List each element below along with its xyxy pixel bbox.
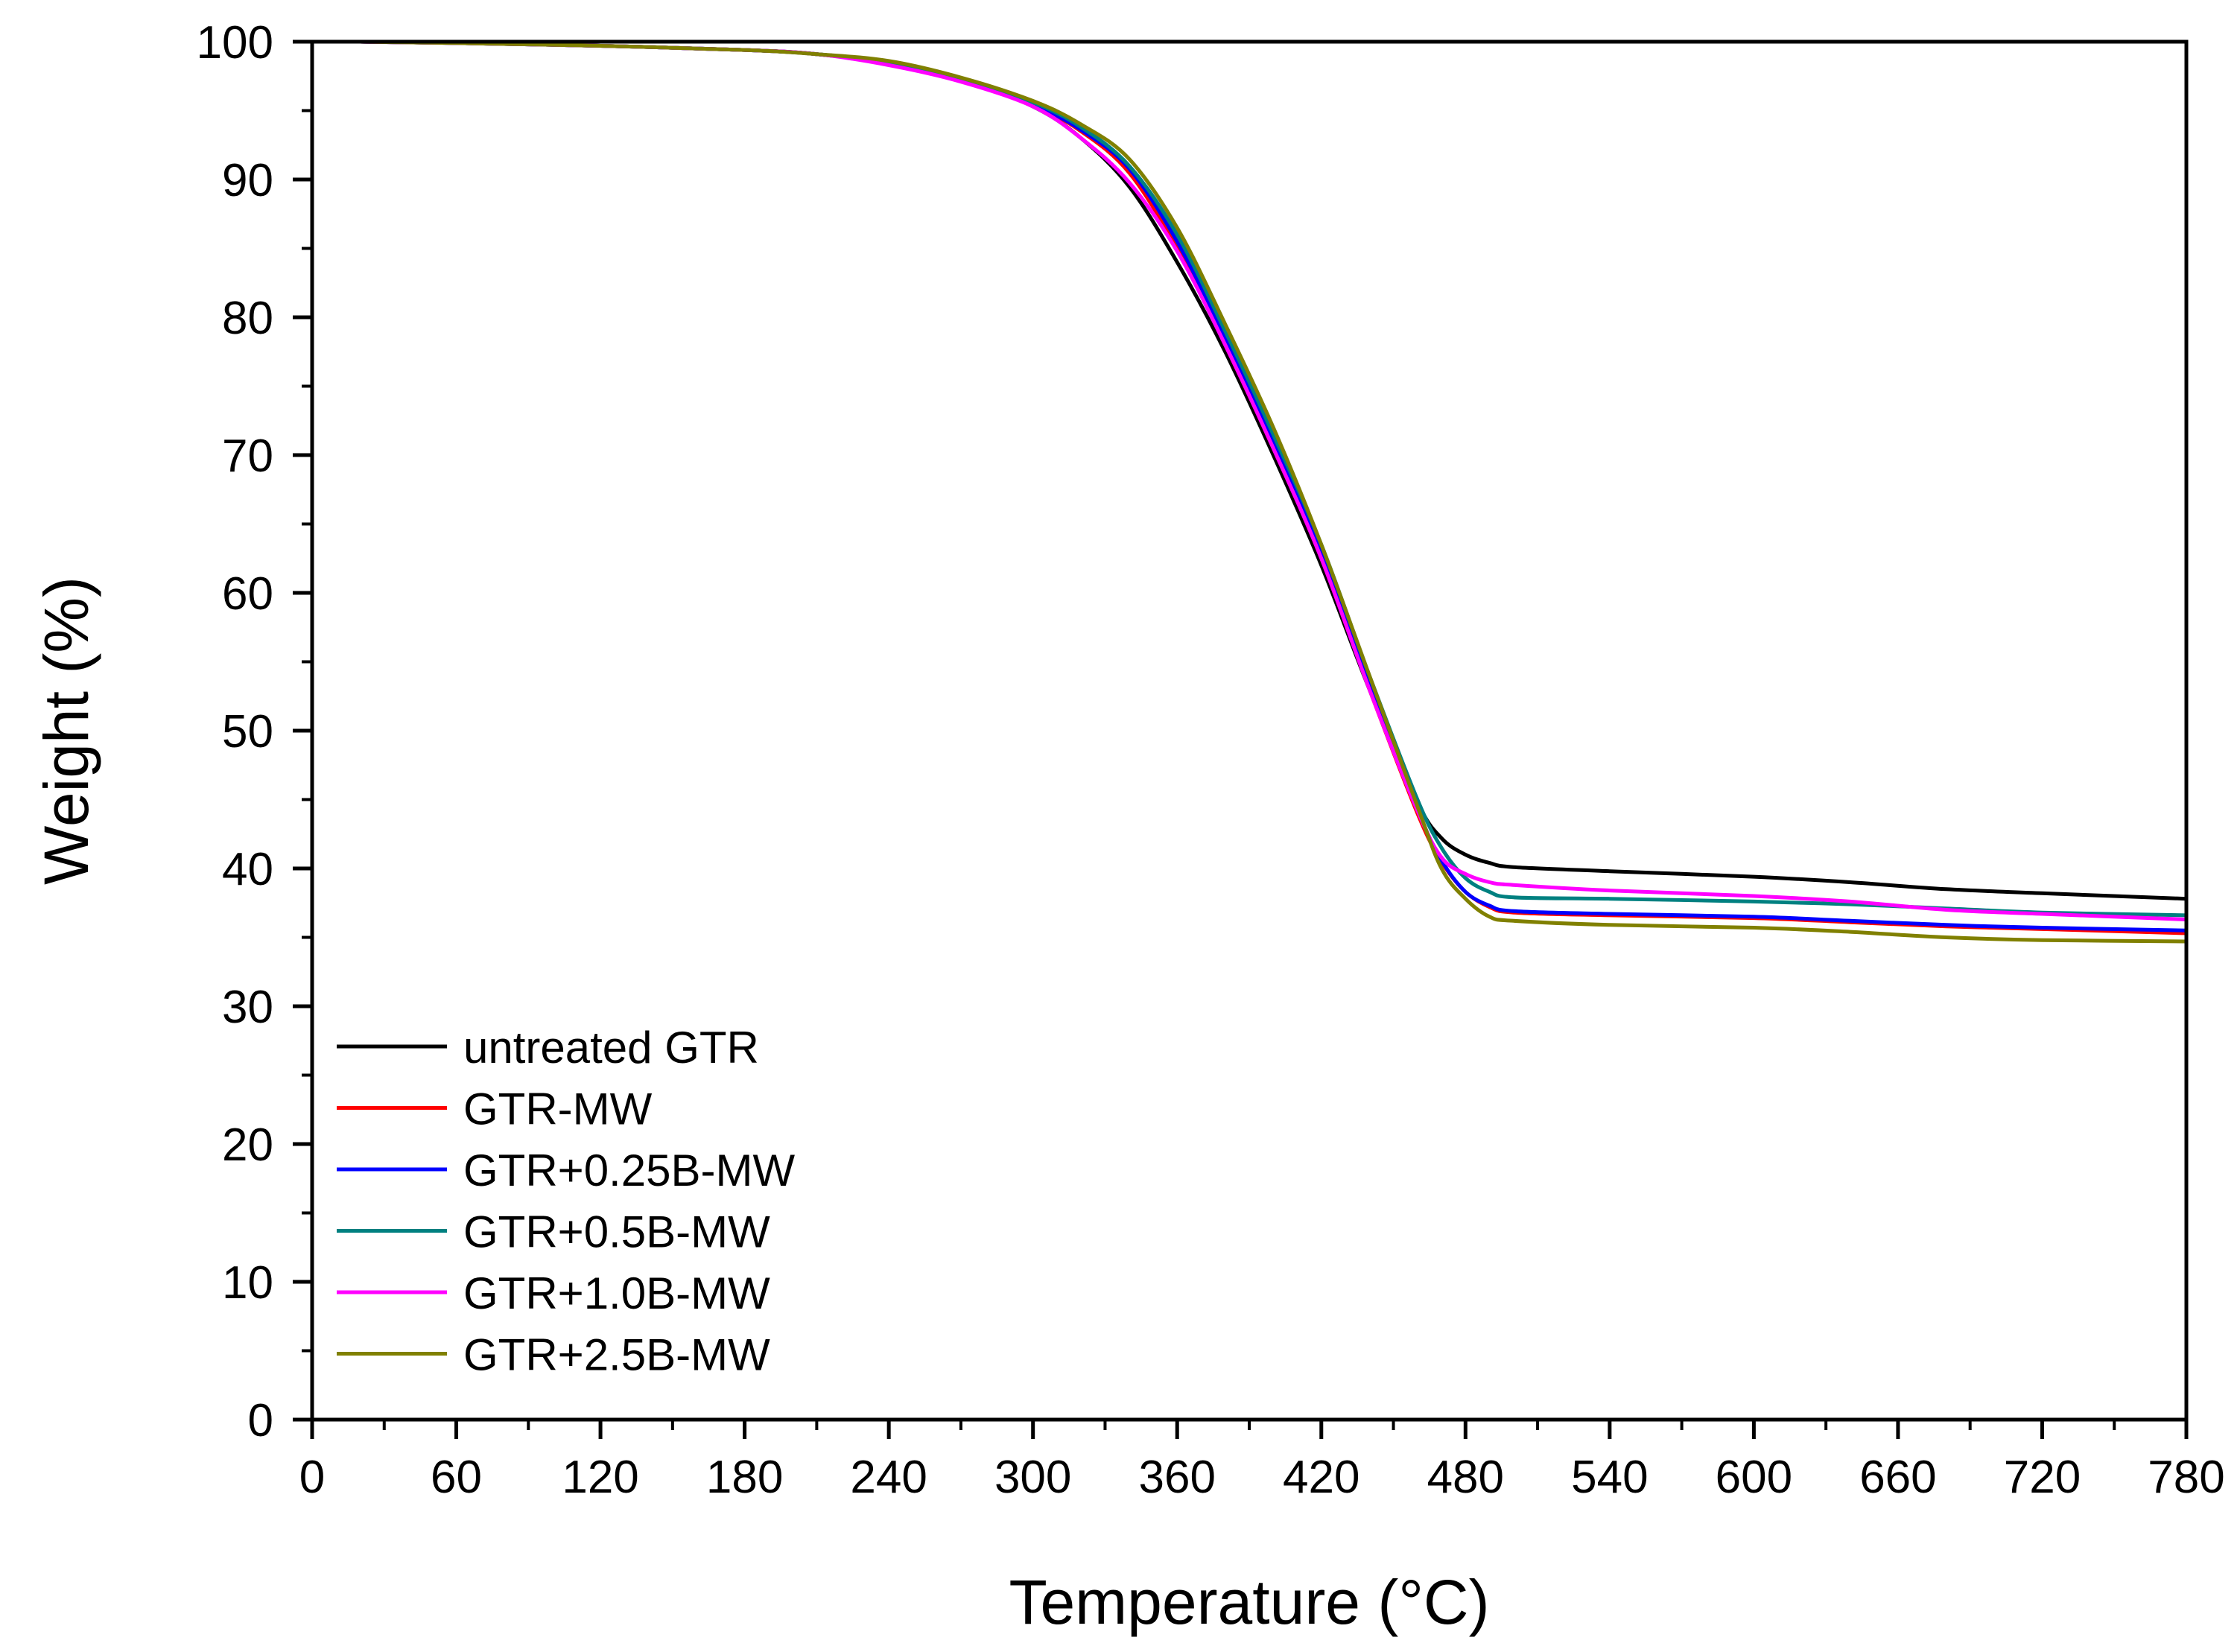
legend-label-1: GTR-MW [463, 1084, 653, 1134]
x-tick-label: 600 [1716, 1452, 1792, 1503]
x-tick-label: 300 [994, 1452, 1071, 1503]
legend-label-5: GTR+2.5B-MW [463, 1330, 770, 1380]
y-tick-label: 90 [222, 155, 273, 206]
axis-ticks: 0 60 120 180 240 300 360 420 480 540 600 660 720 780 0… [197, 17, 2225, 1503]
x-tick-label: 120 [562, 1452, 638, 1503]
legend-label-0: untreated GTR [463, 1023, 759, 1073]
y-tick-label: 50 [222, 706, 273, 757]
y-tick-label: 70 [222, 431, 273, 482]
x-tick-label: 780 [2148, 1452, 2224, 1503]
x-axis-title: Temperature (°C) [1009, 1567, 1489, 1637]
x-tick-label: 660 [1859, 1452, 1936, 1503]
x-tick-label: 0 [299, 1452, 325, 1503]
x-tick-label: 180 [706, 1452, 783, 1503]
y-tick-label: 40 [222, 844, 273, 895]
legend: untreated GTR GTR-MW GTR+0.25B-MW GTR+0.5B-… [337, 1023, 795, 1380]
series-line-2 [358, 39, 2189, 933]
y-tick-label: 30 [222, 982, 273, 1033]
x-tick-label: 60 [431, 1452, 482, 1503]
legend-label-3: GTR+0.5B-MW [463, 1207, 770, 1257]
y-tick-label: 100 [197, 17, 273, 69]
y-tick-label: 10 [222, 1257, 273, 1309]
plot-frame [310, 39, 2189, 1422]
y-tick-label: 0 [248, 1395, 273, 1446]
x-tick-label: 420 [1283, 1452, 1359, 1503]
y-tick-label: 80 [222, 293, 273, 344]
legend-label-4: GTR+1.0B-MW [463, 1268, 770, 1318]
x-tick-label: 720 [2004, 1452, 2081, 1503]
y-axis-title: Weight (%) [31, 576, 101, 885]
series-line-3 [358, 39, 2189, 918]
series-line-1 [358, 39, 2189, 935]
x-tick-label: 540 [1571, 1452, 1648, 1503]
data-series [358, 39, 2189, 944]
legend-label-2: GTR+0.25B-MW [463, 1146, 795, 1195]
x-tick-label: 480 [1427, 1452, 1504, 1503]
x-tick-label: 240 [850, 1452, 927, 1503]
series-line-5 [358, 39, 2189, 944]
x-tick-label: 360 [1139, 1452, 1216, 1503]
y-tick-label: 60 [222, 568, 273, 620]
series-line-4 [358, 39, 2189, 921]
y-tick-label: 20 [222, 1119, 273, 1171]
series-line-0 [358, 39, 2189, 901]
